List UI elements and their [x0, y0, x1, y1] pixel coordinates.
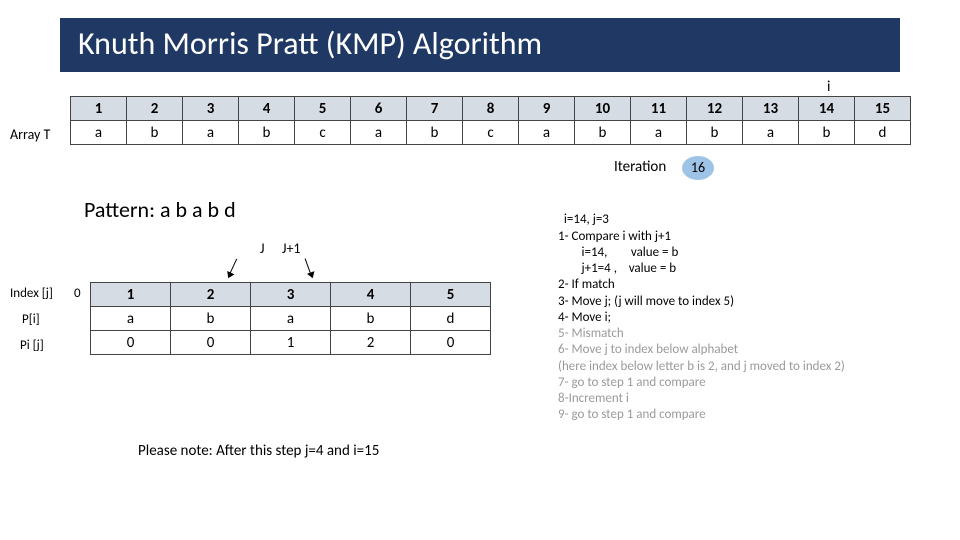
pattern-header-cell: 2 — [171, 283, 251, 307]
array-t-cell: b — [687, 121, 743, 145]
j-plus-1-arrow — [305, 258, 313, 277]
array-t-cell: a — [631, 121, 687, 145]
array-t-header-cell: 15 — [855, 97, 911, 121]
array-t-cell: b — [239, 121, 295, 145]
array-t-header-cell: 14 — [799, 97, 855, 121]
pattern-zero: 0 — [74, 286, 81, 301]
pattern-cell: d — [411, 307, 491, 331]
pattern-cell: b — [331, 307, 411, 331]
array-t-cell: b — [575, 121, 631, 145]
array-t-header-cell: 5 — [295, 97, 351, 121]
pattern-cell: 0 — [171, 331, 251, 355]
array-t-cell: a — [519, 121, 575, 145]
array-t-cell: c — [463, 121, 519, 145]
i-marker: i — [827, 78, 830, 96]
array-t-cell: a — [743, 121, 799, 145]
array-t-table: 123456789101112131415ababcabcabababd — [70, 96, 911, 145]
pattern-cell: 0 — [91, 331, 171, 355]
array-t-header-cell: 8 — [463, 97, 519, 121]
array-t-header-cell: 12 — [687, 97, 743, 121]
algorithm-notes: i=14, j=3 1- Compare i with j+1 i=14, va… — [558, 196, 845, 424]
array-t-header-cell: 4 — [239, 97, 295, 121]
array-t-header-cell: 1 — [71, 97, 127, 121]
j-plus-1-marker-label: J+1 — [282, 240, 301, 257]
array-t-header-cell: 9 — [519, 97, 575, 121]
array-t-header-cell: 7 — [407, 97, 463, 121]
iteration-label: Iteration — [614, 158, 666, 176]
array-t-header-cell: 10 — [575, 97, 631, 121]
slide-title: Knuth Morris Pratt (KMP) Algorithm — [60, 18, 900, 72]
array-t-cell: a — [351, 121, 407, 145]
array-t-header-cell: 6 — [351, 97, 407, 121]
array-t-header-cell: 2 — [127, 97, 183, 121]
array-t-header-cell: 11 — [631, 97, 687, 121]
iteration-value: 16 — [682, 156, 714, 180]
pattern-cell: a — [251, 307, 331, 331]
please-note: Please note: After this step j=4 and i=1… — [138, 442, 379, 460]
pattern-index-label: Index [j] — [10, 286, 53, 301]
pattern-header-cell: 4 — [331, 283, 411, 307]
pattern-header-cell: 1 — [91, 283, 171, 307]
pattern-cell: 2 — [331, 331, 411, 355]
notes-active: i=14, j=3 1- Compare i with j+1 i=14, va… — [558, 212, 734, 325]
j-arrow — [228, 259, 237, 278]
notes-inactive: 5- Mismatch 6- Move j to index below alp… — [558, 326, 845, 422]
pattern-cell: a — [91, 307, 171, 331]
j-marker-label: J — [260, 240, 264, 257]
array-t-cell: a — [71, 121, 127, 145]
pattern-cell: 0 — [411, 331, 491, 355]
pattern-pi-label: Pi [j] — [20, 338, 44, 353]
pattern-p-label: P[i] — [22, 312, 40, 327]
array-t-cell: a — [183, 121, 239, 145]
pattern-cell: b — [171, 307, 251, 331]
pattern-label: Pattern: a b a b d — [84, 196, 236, 223]
pattern-header-cell: 3 — [251, 283, 331, 307]
array-t-cell: b — [799, 121, 855, 145]
pattern-header-cell: 5 — [411, 283, 491, 307]
array-t-cell: c — [295, 121, 351, 145]
array-t-cell: d — [855, 121, 911, 145]
array-t-label: Array T — [10, 126, 50, 143]
pattern-table: 12345ababd00120 — [90, 282, 491, 355]
array-t-cell: b — [127, 121, 183, 145]
array-t-header-cell: 13 — [743, 97, 799, 121]
array-t-header-cell: 3 — [183, 97, 239, 121]
array-t-cell: b — [407, 121, 463, 145]
pattern-cell: 1 — [251, 331, 331, 355]
